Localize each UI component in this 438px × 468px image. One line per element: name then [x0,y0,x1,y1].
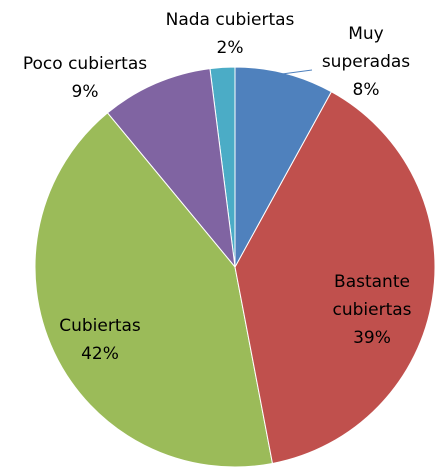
slice-percent: 9% [71,82,99,102]
slice-label: Nada cubiertas 2% [150,6,310,62]
slice-label: Bastante cubiertas 39% [312,268,432,352]
slice-label: Cubiertas 42% [40,312,160,368]
slice-label: Muy superadas 8% [316,20,416,104]
slice-percent: 8% [352,80,380,100]
pie-slice [34,112,274,468]
slice-percent: 39% [353,328,391,348]
slice-name: Bastante cubiertas [332,272,412,320]
slice-name: Nada cubiertas [165,10,295,30]
slice-name: Cubiertas [59,316,141,336]
slice-percent: 42% [81,344,119,364]
pie-slice [234,91,436,465]
slice-name: Muy superadas [321,24,411,72]
slice-percent: 2% [216,38,244,58]
slice-name: Poco cubiertas [22,54,148,74]
pie-slice [106,68,236,269]
slice-label: Poco cubiertas 9% [5,50,165,106]
leader-line [281,69,313,75]
